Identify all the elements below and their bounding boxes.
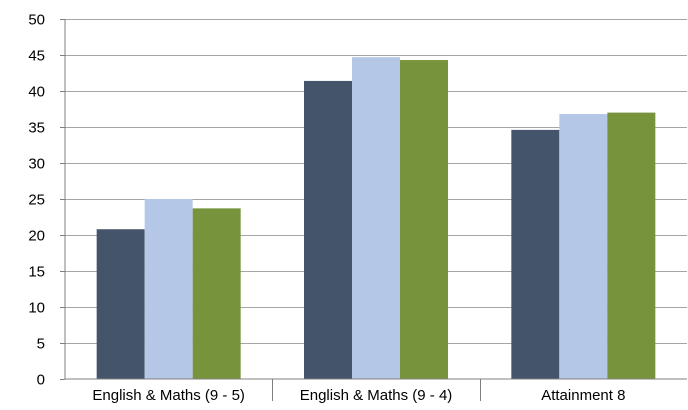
y-tick-label: 15 (28, 264, 45, 281)
bar (511, 129, 560, 379)
y-tick-labels: 0 5 10 15 20 25 30 35 40 45 50 (28, 12, 45, 389)
bar (96, 229, 145, 379)
bar (352, 57, 400, 379)
y-tick-label: 30 (28, 156, 45, 173)
y-tick-label: 45 (28, 48, 45, 65)
y-tick-label: 0 (37, 372, 45, 389)
y-tick-label: 40 (28, 84, 45, 101)
bar (144, 199, 193, 379)
y-tick-label: 35 (28, 120, 45, 137)
x-tick-label: English & Maths (9 - 4) (300, 387, 453, 404)
bar (607, 112, 656, 379)
y-tick-label: 5 (37, 336, 45, 353)
axes (60, 19, 687, 401)
bar (400, 60, 448, 379)
y-tick-label: 50 (28, 12, 45, 29)
bar (559, 114, 608, 379)
y-tick-label: 25 (28, 192, 45, 209)
bar (192, 208, 241, 379)
bars (96, 57, 656, 380)
x-tick-label: Attainment 8 (541, 387, 625, 404)
y-tick-label: 10 (28, 300, 45, 317)
bar (304, 80, 352, 380)
y-tick-label: 20 (28, 228, 45, 245)
x-tick-labels: English & Maths (9 - 5) English & Maths (… (92, 387, 625, 404)
x-tick-label: English & Maths (9 - 5) (92, 387, 245, 404)
